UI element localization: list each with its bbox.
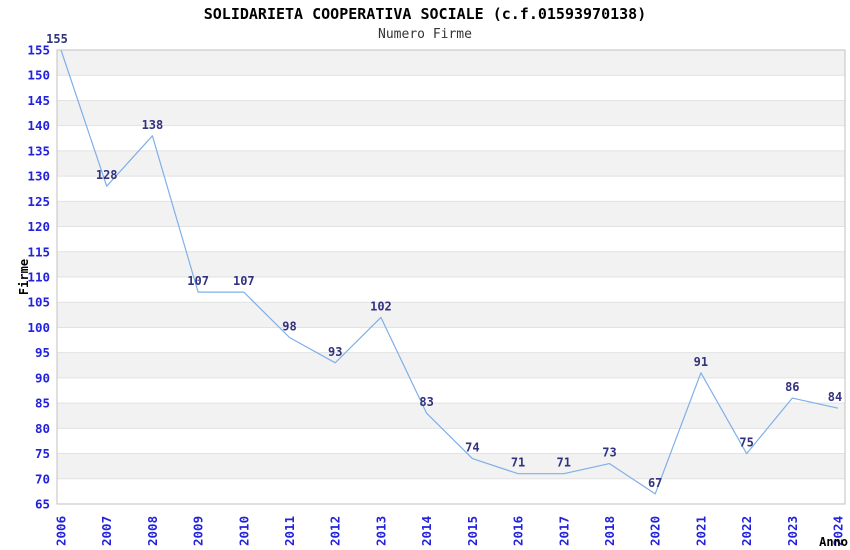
x-tick-label: 2020 — [648, 516, 663, 546]
x-tick-label: 2007 — [99, 516, 114, 546]
axis-titles: Firme Anno — [17, 259, 848, 549]
data-point-label: 93 — [328, 345, 342, 359]
x-tick-label: 2014 — [419, 516, 434, 546]
y-tick-label: 70 — [35, 471, 50, 486]
grid-band — [57, 50, 845, 76]
grid-band — [57, 352, 845, 378]
grid-band — [57, 251, 845, 277]
y-tick-label: 80 — [35, 421, 50, 436]
y-tick-label: 120 — [27, 219, 50, 234]
x-tick-label: 2015 — [465, 516, 480, 546]
x-tick-label: 2018 — [602, 516, 617, 546]
x-axis-labels: 2006 2007 2008 2009 2010 2011 2012 2013 2014 2015… — [54, 516, 846, 546]
x-tick-label: 2022 — [739, 516, 754, 546]
x-tick-label: 2024 — [831, 516, 846, 546]
x-tick-label: 2016 — [511, 516, 526, 546]
x-tick-label: 2010 — [236, 516, 251, 546]
x-tick-label: 2017 — [556, 516, 571, 546]
grid-band — [57, 403, 845, 429]
data-point-labels: 155 128 138 107 107 98 93 102 83 74 71 71 73 67 91 75 86… — [46, 32, 842, 490]
y-tick-label: 105 — [27, 295, 50, 310]
grid-band — [57, 100, 845, 126]
y-tick-label: 110 — [27, 270, 50, 285]
y-tick-label: 90 — [35, 370, 50, 385]
data-series — [60, 49, 839, 495]
x-tick-label: 2006 — [54, 516, 69, 546]
y-tick-label: 135 — [27, 143, 50, 158]
series-line — [60, 49, 839, 495]
data-point-label: 138 — [142, 118, 164, 132]
data-point-label: 98 — [282, 320, 296, 334]
y-tick-label: 65 — [35, 497, 50, 512]
data-point-label: 71 — [557, 456, 571, 470]
x-tick-label: 2023 — [785, 516, 800, 546]
y-tick-label: 150 — [27, 68, 50, 83]
data-point-label: 128 — [96, 168, 118, 182]
y-tick-label: 95 — [35, 345, 50, 360]
x-tick-label: 2021 — [693, 516, 708, 546]
grid-band — [57, 201, 845, 227]
data-point-label: 67 — [648, 476, 662, 490]
data-point-label: 102 — [370, 299, 392, 313]
x-axis-title: Anno — [819, 535, 848, 549]
y-tick-label: 85 — [35, 396, 50, 411]
grid-band — [57, 302, 845, 328]
y-tick-label: 115 — [27, 244, 50, 259]
y-tick-label: 145 — [27, 93, 50, 108]
y-tick-label: 125 — [27, 194, 50, 209]
data-point-label: 73 — [602, 446, 616, 460]
grid-band — [57, 150, 845, 177]
data-point-label: 107 — [233, 274, 255, 288]
data-point-label: 75 — [739, 436, 753, 450]
data-point-label: 86 — [785, 380, 799, 394]
data-point-label: 71 — [511, 456, 525, 470]
y-tick-label: 155 — [27, 43, 50, 58]
plot-border — [56, 49, 846, 505]
chart-title: SOLIDARIETA COOPERATIVA SOCIALE (c.f.015… — [203, 5, 647, 23]
grid-band — [57, 453, 845, 479]
data-point-label: 107 — [187, 274, 209, 288]
y-tick-label: 100 — [27, 320, 50, 335]
y-tick-label: 130 — [27, 169, 50, 184]
chart-subtitle: Numero Firme — [378, 27, 472, 42]
plot-bands — [57, 50, 845, 479]
data-point-label: 74 — [465, 441, 479, 455]
y-axis-labels: 65 70 75 80 85 90 95 100 105 110 115 120 125 130 135 14… — [27, 43, 50, 512]
y-axis-title: Firme — [17, 259, 31, 295]
x-tick-label: 2012 — [328, 516, 343, 546]
y-tick-label: 140 — [27, 118, 50, 133]
data-point-label: 155 — [46, 32, 68, 46]
data-point-label: 83 — [419, 395, 433, 409]
y-tick-label: 75 — [35, 446, 50, 461]
x-tick-label: 2009 — [191, 516, 206, 546]
x-tick-label: 2011 — [282, 516, 297, 546]
data-point-label: 91 — [694, 355, 708, 369]
x-tick-label: 2013 — [373, 516, 388, 546]
data-point-label: 84 — [828, 390, 842, 404]
x-tick-label: 2008 — [145, 516, 160, 546]
